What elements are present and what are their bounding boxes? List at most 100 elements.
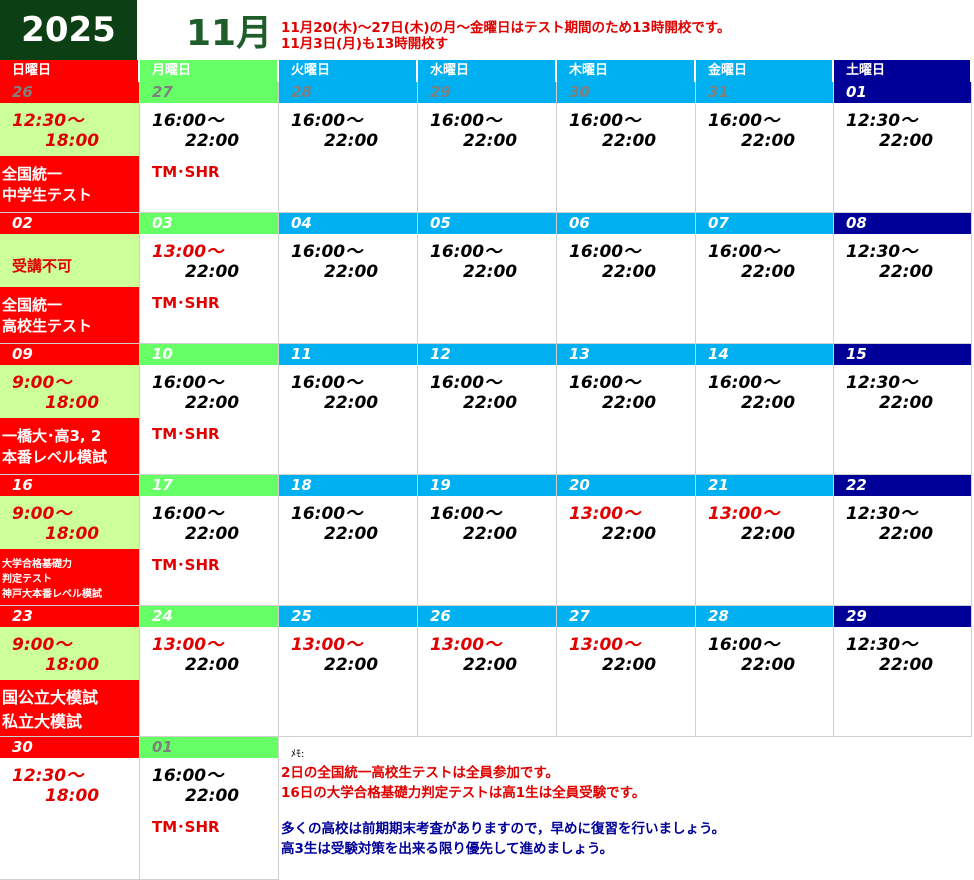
tm-shr-label: TM･SHR [152,818,220,836]
close-time: 22:00 [463,131,518,151]
day-cell: 19 16:00～ 22:00 [418,475,557,606]
open-time: 16:00～ [569,373,641,393]
notice-line: 11月20(木)～27日(木)の月～金曜日はテスト期間のため13時開校です。 [281,20,731,36]
day-cell: 20 13:00～ 22:00 [557,475,696,606]
open-time: 13:00～ [152,242,224,262]
weekday-label: 水曜日 [418,60,555,82]
close-time: 22:00 [324,262,379,282]
date-number: 26 [0,82,139,103]
date-number: 27 [557,606,695,627]
open-time: 13:00～ [569,635,641,655]
open-time: 13:00～ [569,504,641,524]
date-number: 06 [557,213,695,234]
open-time: 16:00～ [291,111,363,131]
day-cell: 06 16:00～ 22:00 [557,213,696,344]
weekday-label: 金曜日 [696,60,832,82]
close-time: 22:00 [741,262,796,282]
day-cell: 26 12:30～ 18:00 全国統一 中学生テスト [0,82,140,213]
day-cell: 26 13:00～ 22:00 [418,606,557,737]
event-text: 神戸大本番レベル模試 [2,588,102,600]
close-time: 22:00 [463,262,518,282]
open-time: 13:00～ [708,504,780,524]
event-text: 全国統一 [2,165,63,183]
weekday-label: 日曜日 [0,60,138,82]
open-time: 16:00～ [152,766,224,786]
open-time: 16:00～ [430,504,502,524]
open-time: 16:00～ [430,111,502,131]
day-cell: 29 16:00～ 22:00 [418,82,557,213]
event-banner: 全国統一中学生テスト [0,156,139,212]
day-cell: 18 16:00～ 22:00 [279,475,418,606]
event-text: 私立大模試 [2,712,83,731]
date-number: 01 [834,82,971,103]
open-time: 12:30～ [846,111,918,131]
date-number: 15 [834,344,971,365]
day-cell: 21 13:00～ 22:00 [696,475,834,606]
open-time: 12:30～ [12,111,84,131]
tm-shr-label: TM･SHR [152,163,220,181]
close-time: 22:00 [324,524,379,544]
close-time: 22:00 [463,393,518,413]
event-banner: 全国統一 高校生テスト [0,287,139,343]
open-time: 16:00～ [152,504,224,524]
day-cell: 02 受講不可全国統一 高校生テスト [0,213,140,344]
close-time: 22:00 [324,393,379,413]
memo-note: 高3生は受験対策を出来る限り優先して進めましょう。 [281,841,614,857]
close-time: 22:00 [741,524,796,544]
close-time: 22:00 [879,131,934,151]
event-text: 中学生テスト [2,186,93,204]
memo-note: 16日の大学合格基礎力判定テストは高1生は全員受験です。 [281,785,646,801]
close-time: 22:00 [602,524,657,544]
open-time: 16:00～ [291,242,363,262]
date-number: 04 [279,213,417,234]
memo-note: 2日の全国統一高校生テストは全員参加です。 [281,765,560,781]
date-number: 03 [140,213,278,234]
date-number: 13 [557,344,695,365]
event-text: 高校生テスト [2,317,93,335]
close-time: 22:00 [185,262,240,282]
close-time: 22:00 [185,655,240,675]
notice-line: 11月3日(月)も13時開校す [281,36,449,52]
date-number: 08 [834,213,971,234]
tm-shr-label: TM･SHR [152,556,220,574]
day-cell: 14 16:00～ 22:00 [696,344,834,475]
day-cell: 01 12:30～ 22:00 [834,82,972,213]
date-number: 23 [0,606,139,627]
date-number: 20 [557,475,695,496]
close-time: 22:00 [185,786,240,806]
close-time: 22:00 [602,131,657,151]
day-cell: 04 16:00～ 22:00 [279,213,418,344]
day-cell: 24 13:00～ 22:00 [140,606,279,737]
day-cell: 12 16:00～ 22:00 [418,344,557,475]
date-number: 25 [279,606,417,627]
open-time: 13:00～ [430,635,502,655]
date-number: 28 [279,82,417,103]
date-number: 29 [834,606,971,627]
day-cell: 25 13:00～ 22:00 [279,606,418,737]
close-time: 22:00 [602,262,657,282]
close-time: 22:00 [741,655,796,675]
close-time: 22:00 [879,393,934,413]
open-time: 9:00～ [12,635,72,655]
close-time: 22:00 [741,131,796,151]
memo-label: ﾒﾓ: [291,749,305,760]
close-time: 22:00 [602,655,657,675]
day-cell: 01 16:00～ 22:00 TM･SHR [140,737,279,880]
open-time: 13:00～ [152,635,224,655]
closed-label: 受講不可 [12,257,73,275]
date-number: 02 [0,213,139,234]
date-number: 18 [279,475,417,496]
date-number: 19 [418,475,556,496]
open-time: 12:30～ [846,373,918,393]
date-number: 07 [696,213,833,234]
open-time: 9:00～ [12,373,72,393]
day-cell: 09 9:00～ 18:00 一橋大･高3, 2 本番レベル模試 [0,344,140,475]
tm-shr-label: TM･SHR [152,425,220,443]
day-cell: 23 9:00～ 18:00 国公立大模試 私立大模試 [0,606,140,737]
day-cell: 11 16:00～ 22:00 [279,344,418,475]
day-cell: 29 12:30～ 22:00 [834,606,972,737]
date-number: 01 [140,737,278,758]
date-number: 30 [0,737,139,758]
close-time: 22:00 [324,655,379,675]
date-number: 27 [140,82,278,103]
